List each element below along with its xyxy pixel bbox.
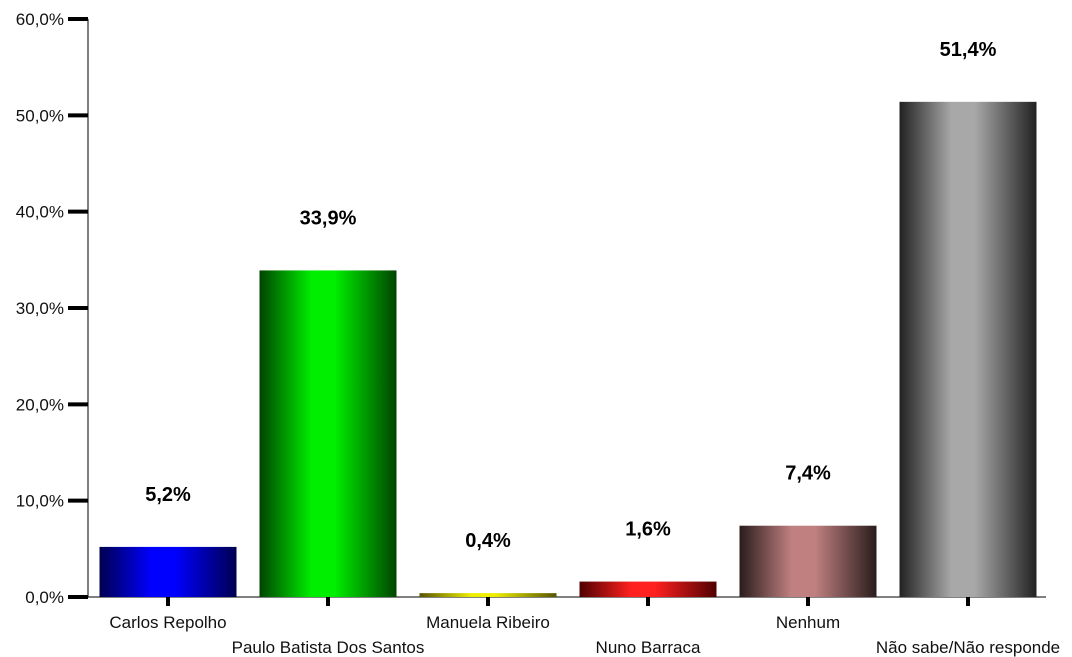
y-tick-label: 10,0% [16, 492, 64, 511]
category-label: Manuela Ribeiro [426, 613, 550, 632]
data-label: 7,4% [785, 463, 831, 485]
y-tick-label: 0,0% [25, 588, 64, 607]
labels: 5,2% Carlos Repolho 33,9% Paulo Batista Dos… [109, 39, 1060, 657]
bar-2 [419, 593, 557, 597]
bar-3 [579, 581, 717, 597]
y-tick-label: 30,0% [16, 299, 64, 318]
data-label: 1,6% [625, 519, 671, 541]
bars [99, 101, 1037, 597]
data-label: 51,4% [940, 39, 997, 61]
y-tick-label: 60,0% [16, 10, 64, 29]
data-label: 0,4% [465, 530, 511, 552]
bar-5 [899, 101, 1037, 597]
category-label: Paulo Batista Dos Santos [232, 638, 425, 657]
y-tick-label: 20,0% [16, 395, 64, 414]
y-tick-label: 50,0% [16, 106, 64, 125]
axes: 0,0% 10,0% 20,0% 30,0% 40,0% 50,0% 60,0% [16, 10, 1046, 607]
category-label: Nenhum [776, 613, 840, 632]
bar-0 [99, 546, 237, 597]
bar-4 [739, 525, 877, 597]
y-tick-label: 40,0% [16, 203, 64, 222]
category-label: Nuno Barraca [596, 638, 701, 657]
data-label: 5,2% [145, 484, 191, 506]
category-label: Carlos Repolho [109, 613, 226, 632]
data-label: 33,9% [300, 207, 357, 229]
bar-1 [259, 270, 397, 597]
category-label: Não sabe/Não responde [876, 638, 1060, 657]
